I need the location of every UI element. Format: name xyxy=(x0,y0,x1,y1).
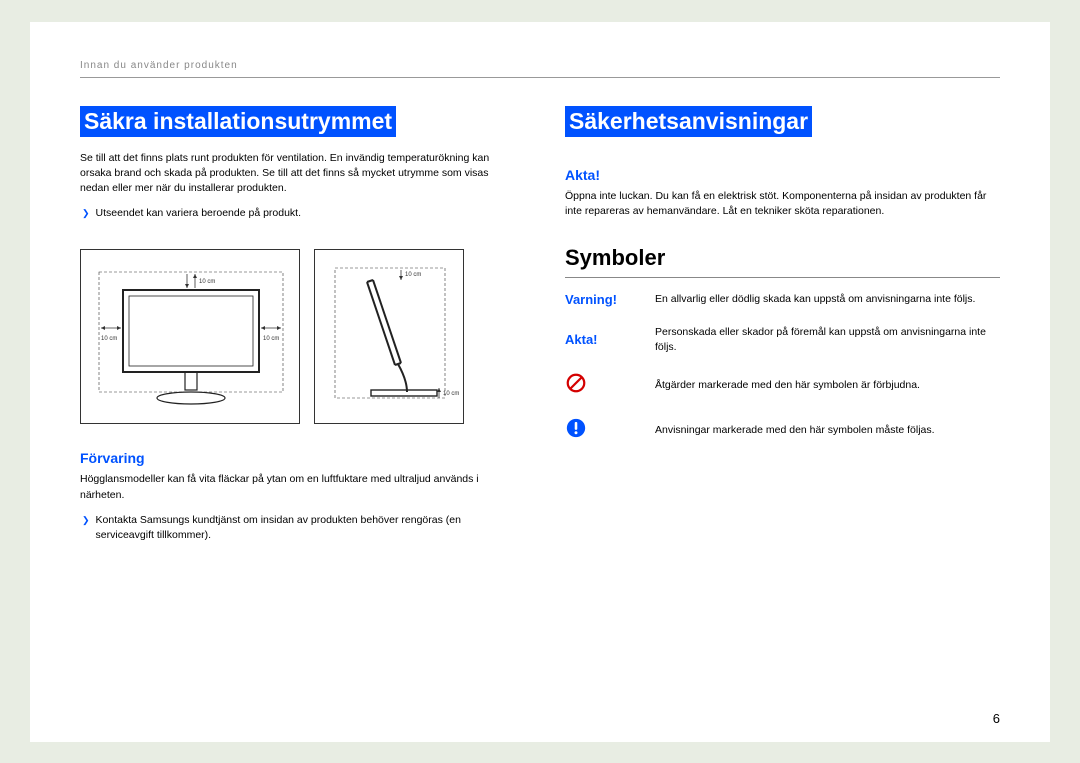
page-number: 6 xyxy=(993,711,1000,726)
section-title-safety: Säkerhetsanvisningar xyxy=(565,106,812,137)
clearance-diagrams: 10 cm 10 cm 10 cm xyxy=(80,249,515,424)
symbol-table: Varning! En allvarlig eller dödlig skada… xyxy=(565,292,1000,444)
dim-side-top: 10 cm xyxy=(405,272,421,278)
dim-side-bottom: 10 cm xyxy=(443,391,459,397)
bullet-icon: ❯ xyxy=(82,206,90,220)
storage-text: Högglansmodeller kan få vita fläckar på … xyxy=(80,472,515,502)
manual-page: Innan du använder produkten Säkra instal… xyxy=(30,22,1050,742)
caution-desc: Personskada eller skador på föremål kan … xyxy=(655,325,1000,354)
storage-heading: Förvaring xyxy=(80,450,515,466)
symbols-heading: Symboler xyxy=(565,245,1000,278)
must-follow-icon xyxy=(565,417,655,444)
dim-right: 10 cm xyxy=(263,336,279,342)
forbidden-desc: Åtgärder markerade med den här symbolen … xyxy=(655,378,1000,393)
caution-heading: Akta! xyxy=(565,167,1000,183)
diagram-side-view: 10 cm 10 cm xyxy=(314,249,464,424)
dim-top: 10 cm xyxy=(199,279,215,285)
intro-text: Se till att det finns plats runt produkt… xyxy=(80,151,515,197)
caution-label: Akta! xyxy=(565,332,655,347)
must-desc: Anvisningar markerade med den här symbol… xyxy=(655,423,1000,438)
note-appearance: ❯ Utseendet kan variera beroende på prod… xyxy=(80,206,515,221)
warning-label: Varning! xyxy=(565,292,655,307)
diagram-front-view: 10 cm 10 cm 10 cm xyxy=(80,249,300,424)
section-title-installation: Säkra installationsutrymmet xyxy=(80,106,396,137)
left-column: Säkra installationsutrymmet Se till att … xyxy=(80,106,515,552)
right-column: Säkerhetsanvisningar Akta! Öppna inte lu… xyxy=(565,106,1000,552)
storage-note: ❯ Kontakta Samsungs kundtjänst om insida… xyxy=(80,513,515,543)
forbidden-icon xyxy=(565,372,655,399)
dim-left: 10 cm xyxy=(101,336,117,342)
bullet-icon: ❯ xyxy=(82,513,90,527)
two-column-layout: Säkra installationsutrymmet Se till att … xyxy=(80,106,1000,552)
warning-desc: En allvarlig eller dödlig skada kan upps… xyxy=(655,292,1000,307)
breadcrumb: Innan du använder produkten xyxy=(80,60,1000,78)
caution-text: Öppna inte luckan. Du kan få en elektris… xyxy=(565,189,1000,219)
